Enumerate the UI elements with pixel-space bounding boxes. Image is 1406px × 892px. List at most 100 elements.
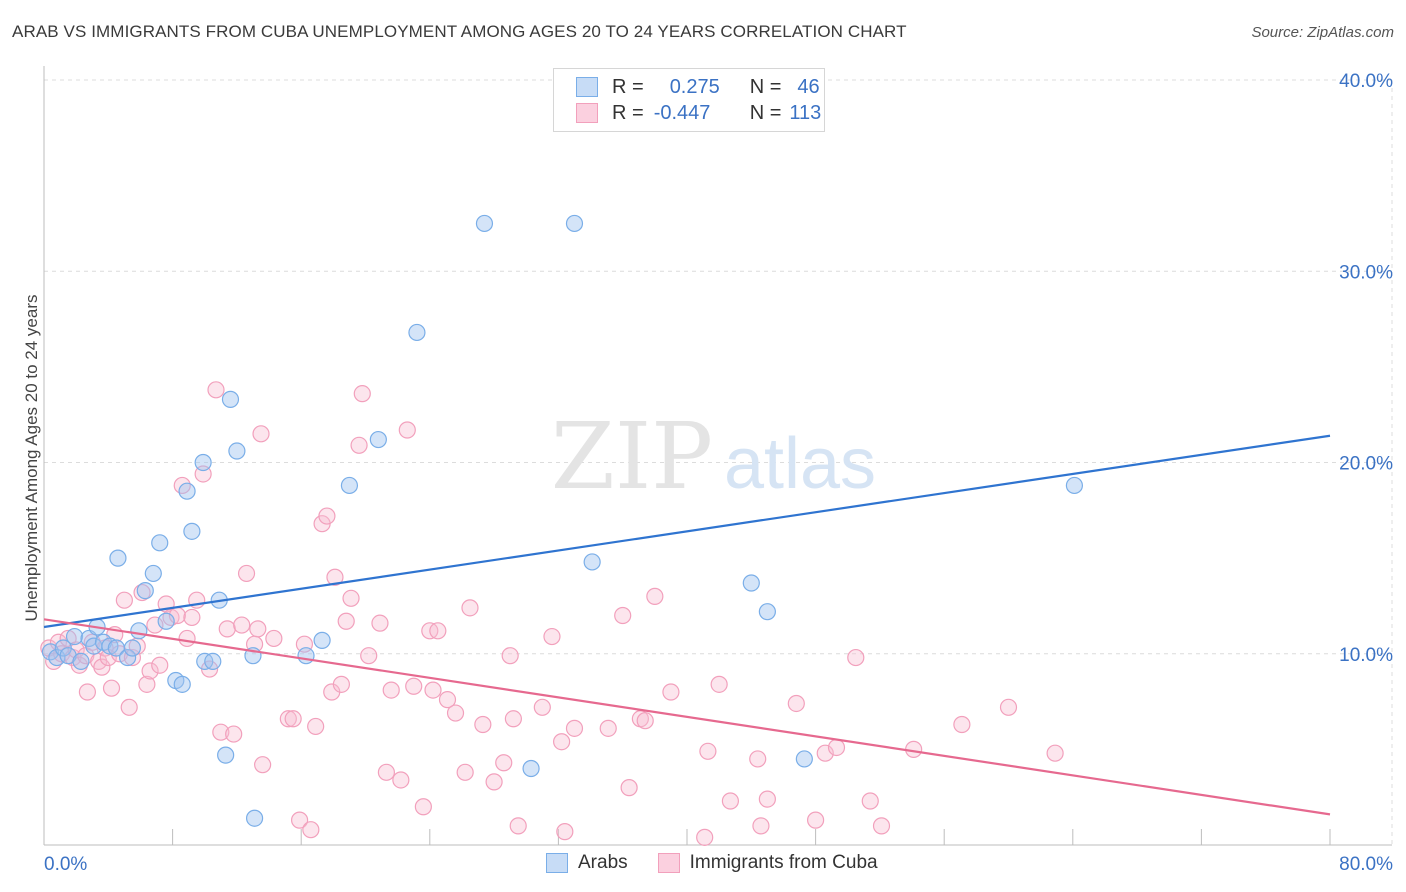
legend-n-value: 113 bbox=[789, 101, 822, 124]
legend-r-value: 0.275 bbox=[669, 75, 720, 98]
point-cuba bbox=[398, 421, 416, 439]
point-cuba bbox=[1046, 744, 1064, 762]
point-cuba bbox=[696, 828, 714, 846]
series-arabs bbox=[41, 214, 1084, 827]
point-cuba bbox=[710, 675, 728, 693]
point-arabs bbox=[72, 652, 90, 671]
point-arabs bbox=[144, 564, 162, 583]
point-arabs bbox=[742, 574, 760, 592]
point-cuba bbox=[501, 647, 519, 665]
point-cuba bbox=[178, 629, 196, 648]
point-arabs bbox=[109, 549, 127, 567]
point-cuba bbox=[543, 627, 561, 646]
point-cuba bbox=[233, 616, 251, 634]
point-cuba bbox=[614, 606, 632, 625]
point-cuba bbox=[93, 658, 111, 676]
x-tick-label: 80.0% bbox=[1339, 854, 1393, 875]
point-cuba bbox=[237, 564, 256, 583]
point-arabs bbox=[565, 214, 584, 233]
legend-label-cuba: Immigrants from Cuba bbox=[689, 852, 878, 873]
point-cuba bbox=[218, 620, 236, 638]
point-cuba bbox=[207, 381, 225, 399]
point-cuba bbox=[787, 694, 805, 713]
point-cuba bbox=[78, 683, 97, 701]
legend-swatch-arabs bbox=[546, 853, 568, 873]
legend-n-value: 46 bbox=[797, 75, 820, 98]
point-cuba bbox=[332, 675, 350, 693]
y-tick-label: 10.0% bbox=[1339, 645, 1393, 666]
point-cuba bbox=[461, 599, 479, 617]
point-cuba bbox=[115, 591, 133, 609]
point-cuba bbox=[337, 612, 355, 630]
point-cuba bbox=[599, 719, 617, 737]
point-cuba bbox=[326, 568, 344, 586]
watermark-zip: ZIP bbox=[551, 403, 713, 510]
point-arabs bbox=[522, 759, 540, 778]
point-cuba bbox=[438, 691, 457, 709]
point-arabs bbox=[123, 639, 142, 657]
tick-labels: 10.0% 20.0% 30.0% 40.0% 0.0% 80.0% bbox=[44, 71, 1393, 875]
point-cuba bbox=[371, 614, 389, 632]
axes bbox=[43, 66, 1392, 846]
point-cuba bbox=[414, 798, 432, 816]
point-arabs bbox=[297, 647, 315, 665]
chart-title: ARAB VS IMMIGRANTS FROM CUBA UNEMPLOYMEN… bbox=[12, 22, 907, 41]
point-cuba bbox=[749, 750, 767, 768]
point-arabs bbox=[1065, 476, 1084, 495]
point-cuba bbox=[495, 754, 513, 772]
point-cuba bbox=[151, 656, 169, 674]
point-cuba bbox=[350, 436, 368, 454]
point-cuba bbox=[284, 710, 302, 728]
series-legend: Arabs Immigrants from Cuba bbox=[546, 852, 908, 874]
point-cuba bbox=[533, 698, 551, 716]
trend-line-cuba bbox=[43, 618, 1331, 816]
point-cuba bbox=[504, 710, 522, 728]
legend-item-cuba: Immigrants from Cuba bbox=[657, 852, 878, 874]
point-cuba bbox=[758, 790, 776, 808]
legend-row-arabs: R = 0.275 N = 46 bbox=[576, 75, 820, 99]
point-cuba bbox=[509, 817, 527, 835]
legend-item-arabs: Arabs bbox=[546, 852, 628, 874]
point-cuba bbox=[377, 763, 395, 781]
point-arabs bbox=[583, 553, 601, 571]
point-cuba bbox=[120, 698, 138, 716]
point-arabs bbox=[178, 482, 196, 500]
source-label: Source: ZipAtlas.com bbox=[1251, 24, 1394, 41]
point-arabs bbox=[65, 627, 84, 646]
point-cuba bbox=[249, 620, 267, 638]
trend-line-arabs bbox=[43, 434, 1331, 629]
y-tick-label: 20.0% bbox=[1339, 454, 1393, 475]
point-arabs bbox=[173, 675, 191, 693]
legend-r-label: R = bbox=[612, 101, 644, 124]
x-tick-label: 0.0% bbox=[44, 854, 87, 875]
point-cuba bbox=[254, 756, 272, 774]
point-cuba bbox=[392, 771, 410, 789]
point-arabs bbox=[130, 622, 148, 640]
legend-row-cuba: R = -0.447 N = 113 bbox=[576, 101, 821, 125]
point-cuba bbox=[265, 629, 283, 648]
point-cuba bbox=[662, 683, 680, 701]
point-cuba bbox=[302, 821, 320, 839]
correlation-legend: R = 0.275 N = 46 R = -0.447 N = 113 bbox=[553, 68, 825, 132]
point-cuba bbox=[360, 647, 378, 665]
point-cuba bbox=[252, 425, 270, 443]
point-arabs bbox=[340, 476, 359, 495]
point-cuba bbox=[141, 662, 159, 680]
legend-swatch-cuba bbox=[657, 853, 680, 873]
point-cuba bbox=[225, 725, 243, 743]
y-tick-label: 30.0% bbox=[1339, 262, 1393, 283]
point-cuba bbox=[553, 733, 571, 751]
legend-r-value: -0.447 bbox=[653, 101, 711, 124]
point-arabs bbox=[795, 750, 813, 768]
legend-swatch-arabs bbox=[576, 77, 598, 97]
point-arabs bbox=[41, 643, 60, 661]
point-cuba bbox=[318, 507, 336, 525]
legend-swatch-cuba bbox=[576, 103, 598, 123]
legend-r-label: R = bbox=[612, 75, 644, 98]
point-cuba bbox=[474, 715, 492, 734]
point-arabs bbox=[475, 214, 494, 233]
point-cuba bbox=[847, 648, 865, 667]
point-arabs bbox=[194, 453, 212, 472]
point-cuba bbox=[620, 779, 638, 797]
point-cuba bbox=[102, 679, 121, 697]
